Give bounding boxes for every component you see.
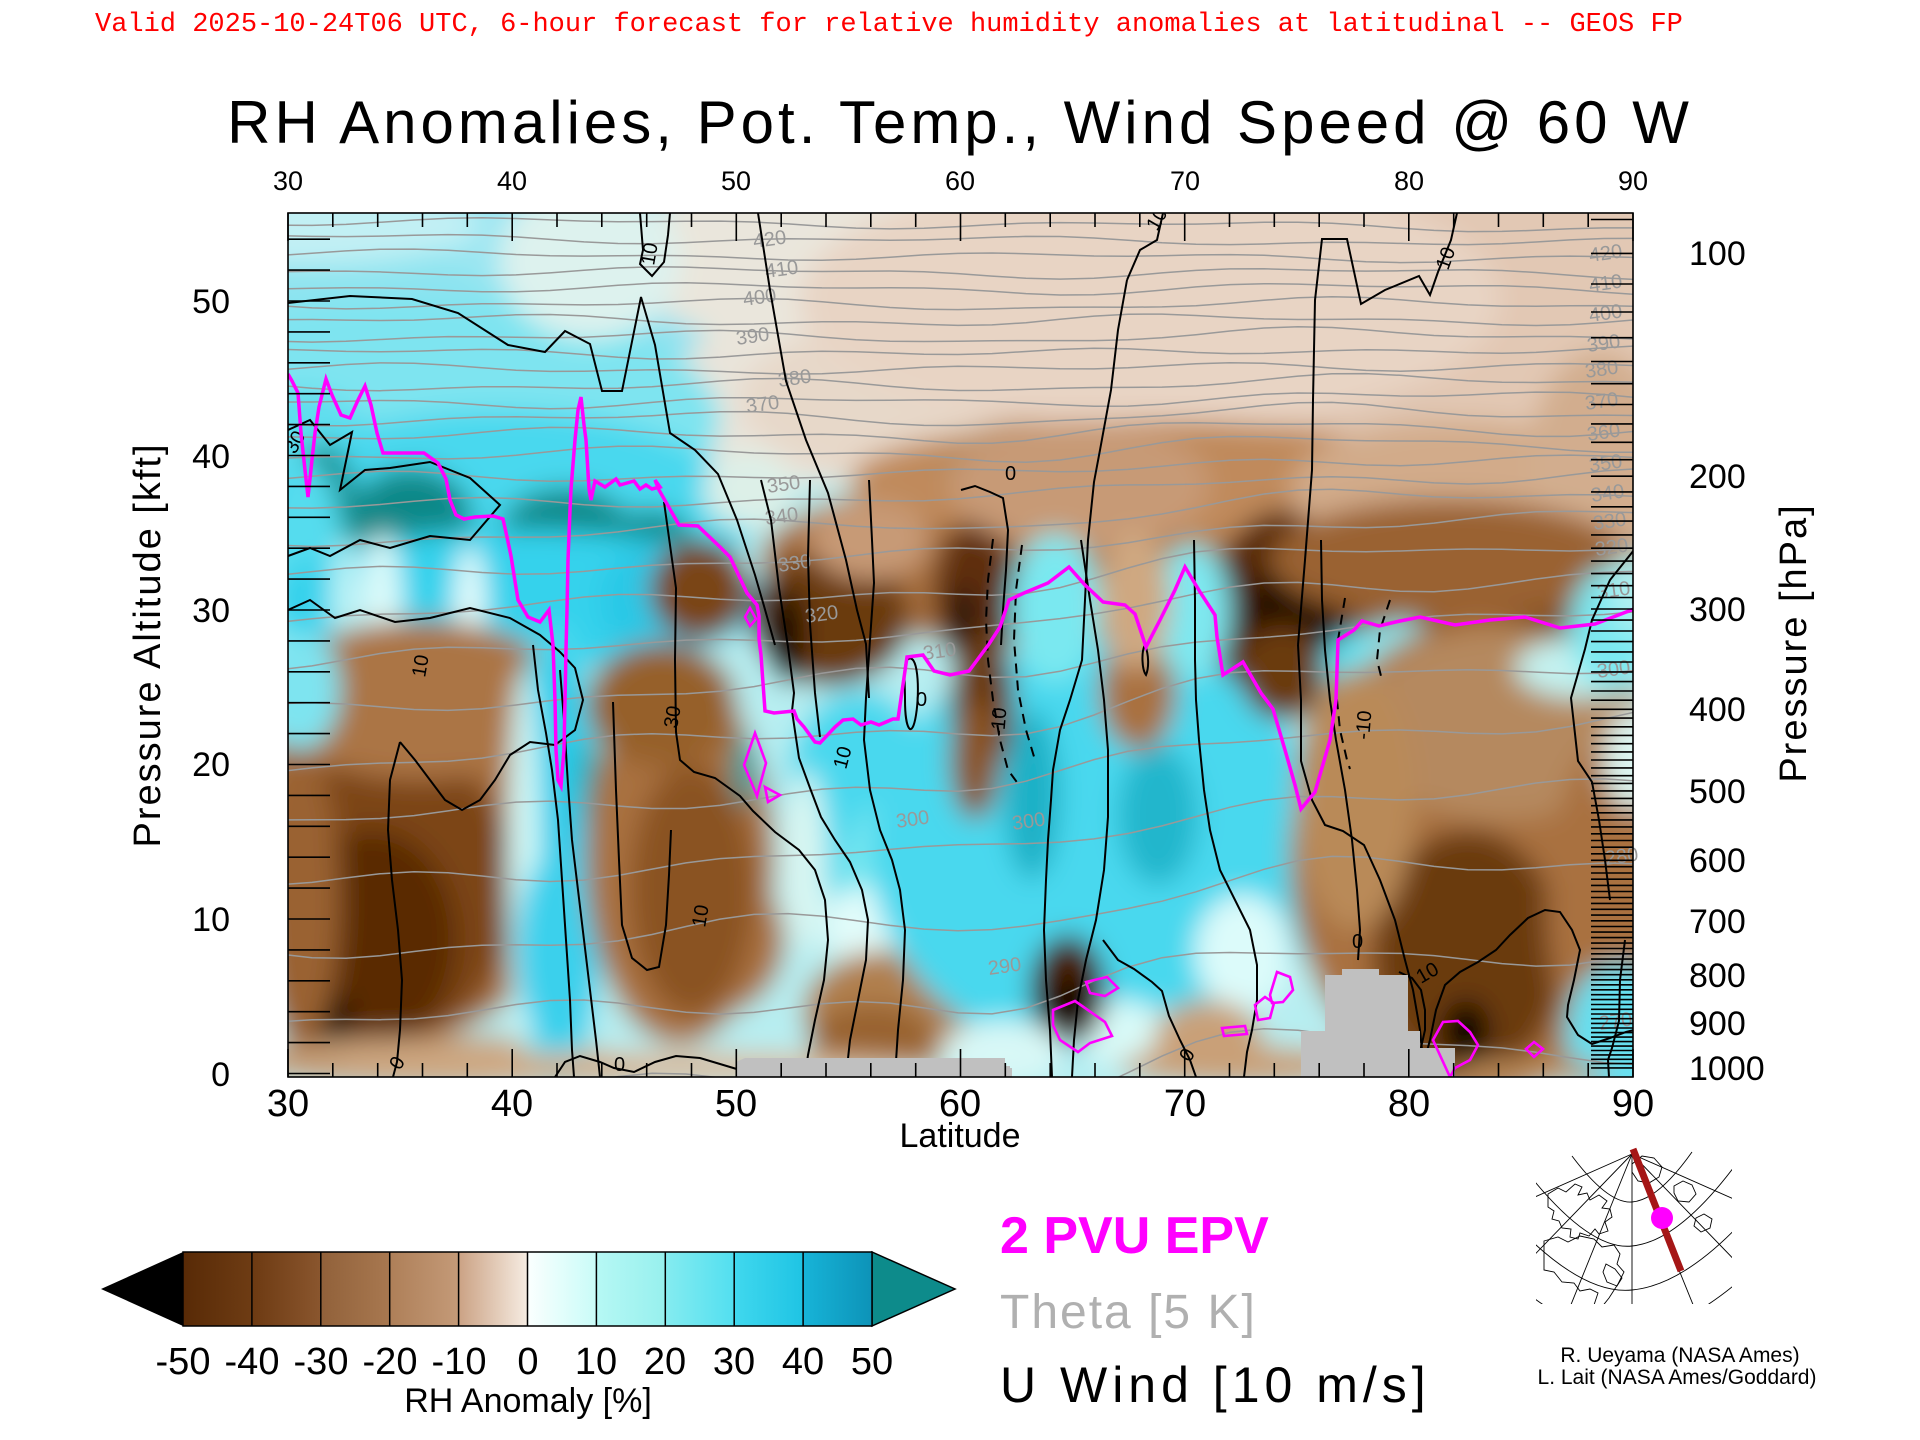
svg-text:-10: -10 — [987, 707, 1011, 738]
svg-text:370: 370 — [745, 392, 781, 418]
svg-text:R. Ueyama (NASA Ames): R. Ueyama (NASA Ames) — [1560, 1344, 1799, 1367]
svg-text:0: 0 — [211, 1056, 230, 1094]
svg-text:Pressure [hPa]: Pressure [hPa] — [1773, 503, 1815, 782]
svg-text:RH Anomaly [%]: RH Anomaly [%] — [404, 1382, 652, 1420]
svg-text:50: 50 — [192, 283, 230, 321]
svg-text:500: 500 — [1689, 773, 1746, 811]
svg-text:10: 10 — [637, 241, 663, 267]
svg-text:380: 380 — [777, 366, 813, 392]
svg-text:300: 300 — [1689, 591, 1746, 629]
svg-text:420: 420 — [752, 227, 788, 253]
svg-text:390: 390 — [735, 324, 771, 350]
svg-text:10: 10 — [688, 903, 714, 929]
svg-text:10: 10 — [192, 901, 230, 939]
svg-text:U Wind [10 m/s]: U Wind [10 m/s] — [1000, 1357, 1431, 1413]
svg-text:Theta [5 K]: Theta [5 K] — [1000, 1286, 1257, 1339]
svg-text:20: 20 — [644, 1341, 686, 1383]
svg-text:-40: -40 — [225, 1341, 280, 1383]
svg-text:0: 0 — [614, 1054, 625, 1076]
svg-text:40: 40 — [497, 166, 527, 196]
svg-text:0: 0 — [1352, 931, 1363, 953]
svg-text:70: 70 — [1164, 1083, 1206, 1125]
svg-text:900: 900 — [1689, 1005, 1746, 1043]
svg-text:400: 400 — [1689, 691, 1746, 729]
svg-text:340: 340 — [1590, 481, 1626, 507]
svg-text:0: 0 — [1005, 463, 1016, 485]
svg-text:10: 10 — [408, 653, 434, 679]
svg-text:350: 350 — [766, 472, 802, 498]
svg-text:40: 40 — [782, 1341, 824, 1383]
svg-text:340: 340 — [764, 504, 800, 530]
svg-text:410: 410 — [764, 257, 800, 283]
svg-text:390: 390 — [1586, 331, 1622, 357]
svg-text:300: 300 — [1596, 657, 1632, 683]
svg-text:200: 200 — [1689, 458, 1746, 496]
svg-text:Latitude: Latitude — [900, 1117, 1021, 1155]
svg-text:100: 100 — [1689, 235, 1746, 273]
svg-text:400: 400 — [1588, 301, 1624, 327]
svg-text:20: 20 — [192, 746, 230, 784]
svg-text:700: 700 — [1689, 903, 1746, 941]
svg-text:Valid 2025-10-24T06 UTC, 6-hou: Valid 2025-10-24T06 UTC, 6-hour forecast… — [95, 10, 1683, 40]
svg-text:70: 70 — [1170, 166, 1200, 196]
svg-text:380: 380 — [1584, 357, 1620, 383]
svg-text:L. Lait (NASA Ames/Goddard): L. Lait (NASA Ames/Goddard) — [1538, 1366, 1817, 1389]
svg-text:290: 290 — [987, 954, 1023, 980]
svg-text:40: 40 — [491, 1083, 533, 1125]
svg-text:600: 600 — [1689, 842, 1746, 880]
svg-text:Pressure Altitude [kft]: Pressure Altitude [kft] — [127, 442, 169, 847]
svg-text:-10: -10 — [1352, 710, 1376, 741]
svg-text:300: 300 — [895, 807, 931, 833]
svg-text:90: 90 — [1618, 166, 1648, 196]
svg-text:30: 30 — [660, 704, 686, 730]
svg-text:10: 10 — [575, 1341, 617, 1383]
svg-text:30: 30 — [192, 592, 230, 630]
svg-text:0: 0 — [517, 1341, 538, 1383]
svg-text:-50: -50 — [156, 1341, 211, 1383]
svg-text:50: 50 — [721, 166, 751, 196]
svg-text:60: 60 — [939, 1083, 981, 1125]
svg-text:350: 350 — [1588, 451, 1624, 477]
svg-text:800: 800 — [1689, 957, 1746, 995]
svg-text:-30: -30 — [294, 1341, 349, 1383]
svg-text:330: 330 — [777, 551, 813, 577]
svg-text:60: 60 — [945, 166, 975, 196]
svg-text:80: 80 — [1388, 1083, 1430, 1125]
svg-text:90: 90 — [1612, 1083, 1654, 1125]
svg-text:0: 0 — [916, 689, 927, 711]
svg-text:370: 370 — [1584, 389, 1620, 415]
svg-text:1000: 1000 — [1689, 1050, 1765, 1088]
svg-text:80: 80 — [1394, 166, 1424, 196]
svg-text:-20: -20 — [363, 1341, 418, 1383]
svg-text:300: 300 — [1011, 809, 1047, 835]
svg-text:-10: -10 — [432, 1341, 487, 1383]
svg-text:40: 40 — [192, 438, 230, 476]
svg-text:30: 30 — [267, 1083, 309, 1125]
svg-text:RH Anomalies, Pot. Temp., Wind: RH Anomalies, Pot. Temp., Wind Speed @ 6… — [227, 89, 1693, 156]
svg-text:2 PVU EPV: 2 PVU EPV — [1000, 1207, 1269, 1265]
svg-text:30: 30 — [713, 1341, 755, 1383]
svg-text:50: 50 — [715, 1083, 757, 1125]
svg-text:30: 30 — [273, 166, 303, 196]
svg-text:50: 50 — [851, 1341, 893, 1383]
